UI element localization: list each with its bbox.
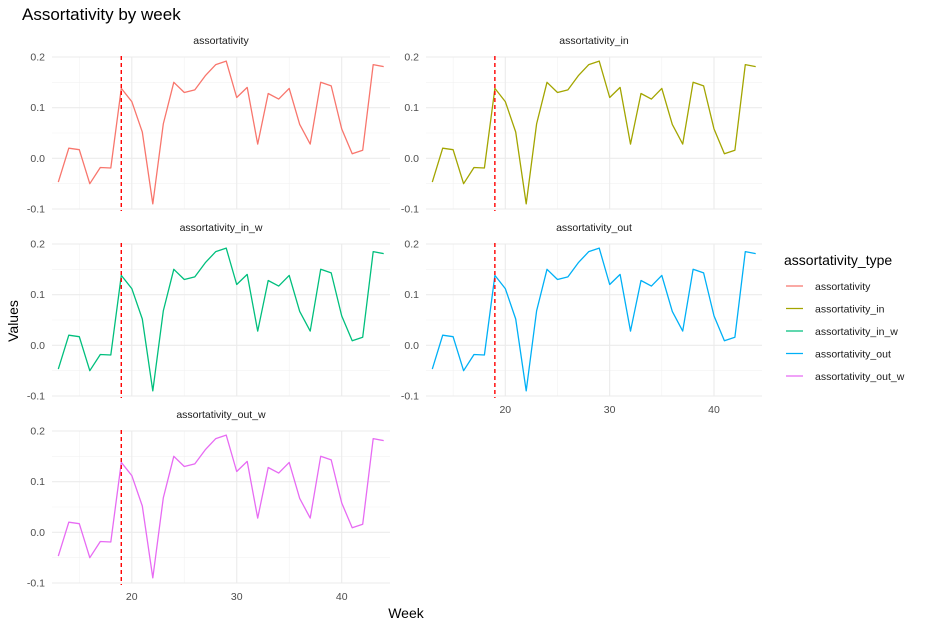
- legend-title: assortativity_type: [784, 252, 892, 268]
- legend-item-assortativity: assortativity: [786, 281, 871, 293]
- y-tick-label: 0.2: [30, 426, 45, 438]
- y-tick-label: 0.0: [30, 527, 45, 539]
- facet-strip-label: assortativity_out_w: [176, 409, 266, 421]
- x-tick-label: 30: [604, 404, 616, 416]
- series-line-assortativity: [57, 60, 384, 205]
- y-tick-label: 0.0: [404, 153, 419, 165]
- y-tick-label: 0.2: [30, 52, 45, 64]
- x-tick-label: 30: [231, 591, 243, 603]
- y-tick-label: 0.0: [30, 153, 45, 165]
- facet-panel-assortativity-in: assortativity_in -0.1 0.0 0.1 0.2: [401, 35, 762, 216]
- y-tick-label: 0.2: [404, 239, 419, 251]
- x-tick-label: 20: [499, 404, 511, 416]
- chart-title: Assortativity by week: [22, 5, 181, 24]
- facet-strip-label: assortativity: [193, 35, 249, 47]
- series-line-assortativity-out: [431, 247, 756, 392]
- y-tick-label: -0.1: [401, 391, 419, 403]
- legend-item-assortativity-in-w: assortativity_in_w: [786, 326, 898, 338]
- facet-strip-label: assortativity_out: [556, 222, 632, 234]
- legend-label: assortativity_out: [815, 348, 891, 360]
- series-line-assortativity-in: [431, 60, 756, 205]
- legend-label: assortativity: [815, 281, 871, 293]
- y-tick-label: 0.2: [404, 52, 419, 64]
- y-tick-label: -0.1: [27, 578, 45, 590]
- y-tick-label: 0.1: [404, 102, 419, 114]
- legend: assortativity_type assortativity assortat…: [784, 252, 905, 383]
- facet-panel-assortativity: assortativity -0.1 0.0 0.1 0.2: [27, 35, 390, 216]
- y-axis-title: Values: [5, 300, 21, 342]
- legend-item-assortativity-out: assortativity_out: [786, 348, 891, 360]
- facet-panel-assortativity-out-w: assortativity_out_w -0.1 0.0 0.1 0.2 20 30 40: [27, 409, 390, 603]
- legend-label: assortativity_out_w: [815, 371, 905, 383]
- x-tick-label: 40: [708, 404, 720, 416]
- facet-panel-assortativity-in-w: assortativity_in_w -0.1 0.0 0.1 0.2: [27, 222, 390, 403]
- y-tick-label: 0.2: [30, 239, 45, 251]
- series-line-assortativity-out-w: [57, 434, 384, 579]
- x-tick-label: 40: [336, 591, 348, 603]
- facet-panel-assortativity-out: assortativity_out -0.1 0.0 0.1 0.2 20 30 40: [401, 222, 762, 416]
- y-tick-label: -0.1: [27, 204, 45, 216]
- y-tick-label: -0.1: [401, 204, 419, 216]
- facet-strip-label: assortativity_in_w: [180, 222, 263, 234]
- legend-label: assortativity_in_w: [815, 326, 898, 338]
- facet-panels: assortativity-0.10.00.10.2assortativity_…: [27, 35, 762, 603]
- y-tick-label: 0.1: [30, 289, 45, 301]
- y-tick-label: 0.1: [30, 476, 45, 488]
- x-axis-title: Week: [388, 605, 425, 621]
- y-tick-label: 0.0: [404, 340, 419, 352]
- series-line-assortativity-in-w: [57, 247, 384, 392]
- legend-label: assortativity_in: [815, 303, 885, 315]
- y-tick-label: 0.1: [30, 102, 45, 114]
- legend-item-assortativity-in: assortativity_in: [786, 303, 885, 315]
- legend-item-assortativity-out-w: assortativity_out_w: [786, 371, 905, 383]
- y-tick-label: 0.0: [30, 340, 45, 352]
- x-tick-label: 20: [126, 591, 138, 603]
- y-tick-label: -0.1: [27, 391, 45, 403]
- y-tick-label: 0.1: [404, 289, 419, 301]
- facet-strip-label: assortativity_in: [559, 35, 629, 47]
